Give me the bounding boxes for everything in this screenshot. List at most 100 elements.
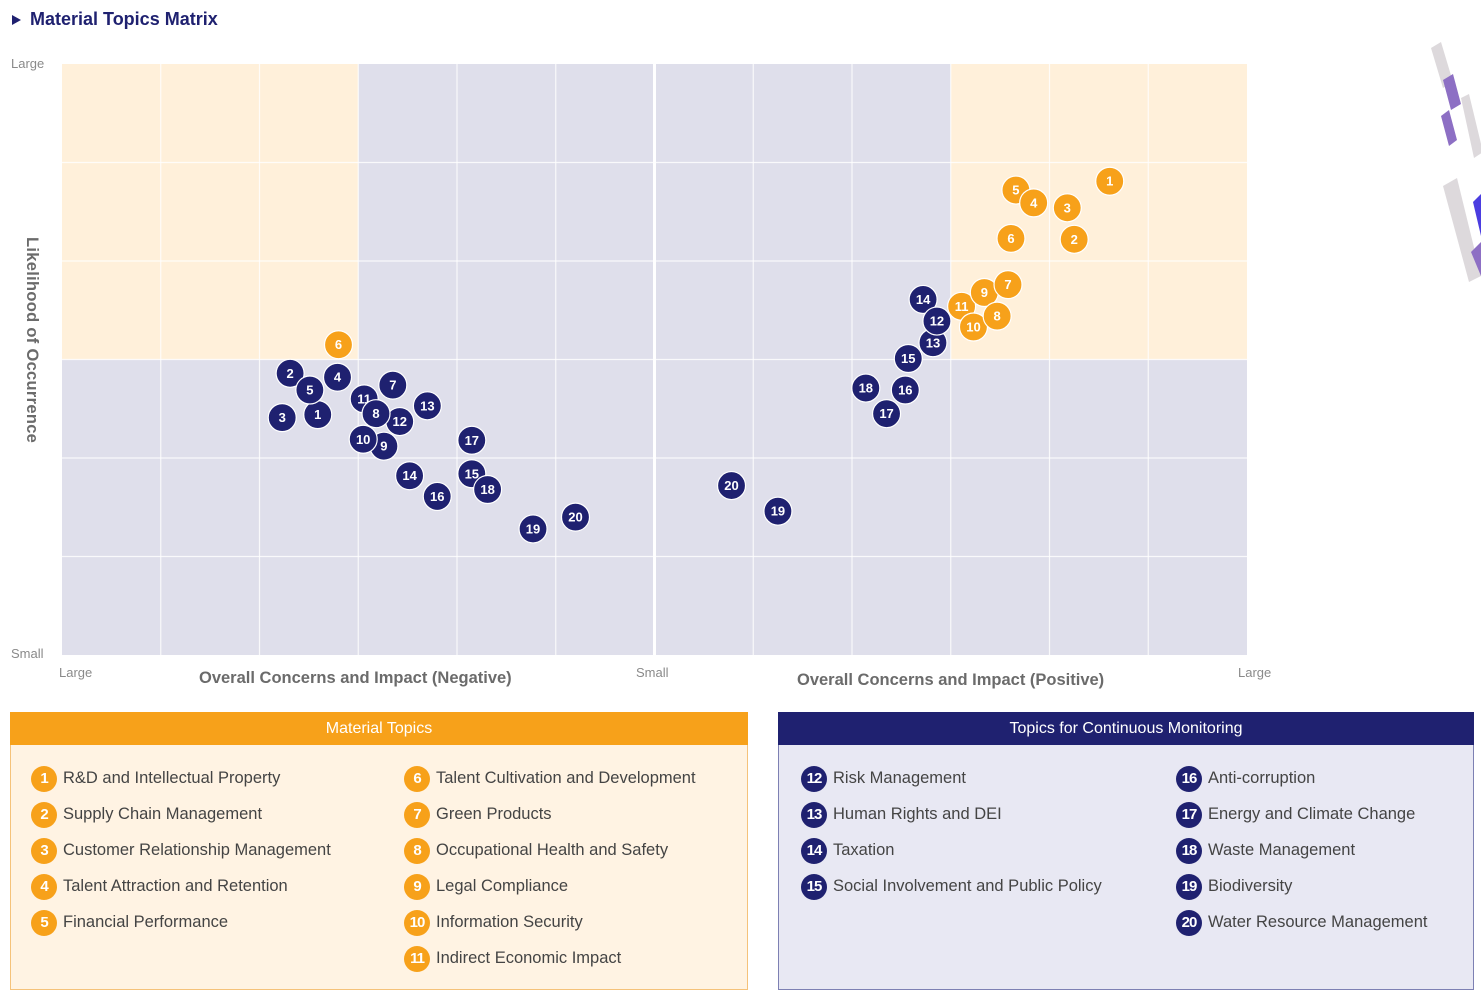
topic-point-marker [267, 403, 297, 433]
topic-point-label: 10 [966, 319, 980, 334]
x-tick-left-large: Large [59, 665, 93, 680]
topic-point-12: 12 [385, 406, 415, 437]
deco-stripe [1443, 74, 1461, 110]
topic-point-10: 10 [348, 424, 378, 454]
legend-item: 4 Talent Attraction and Retention [31, 873, 331, 900]
topic-point-16: 16 [890, 375, 920, 405]
topic-point-label: 14 [402, 468, 417, 483]
topic-number-badge: 8 [404, 837, 430, 864]
topic-point-1: 1 [303, 400, 333, 430]
topic-point-label: 3 [279, 410, 286, 425]
legend-item: 12 Risk Management [801, 765, 1102, 792]
y-axis-title: Likelihood of Occurrence [23, 237, 41, 444]
legend-item: 11 Indirect Economic Impact [404, 945, 696, 972]
topic-point-label: 6 [1007, 231, 1014, 246]
topic-label: Risk Management [833, 769, 966, 787]
topic-point-label: 14 [916, 292, 931, 307]
x-tick-center-small: Small [636, 665, 669, 680]
topic-point-label: 12 [392, 414, 406, 429]
legend-item: 18 Waste Management [1176, 837, 1428, 864]
topic-label: Energy and Climate Change [1208, 805, 1416, 823]
topic-point-17: 17 [871, 399, 902, 429]
topic-point-7: 7 [378, 370, 408, 400]
topic-label: Human Rights and DEI [833, 805, 1002, 823]
topic-point-6: 6 [323, 330, 354, 360]
topic-number-badge: 9 [404, 873, 430, 900]
topic-label: Taxation [833, 841, 895, 859]
topic-point-3: 3 [267, 403, 297, 433]
monitoring-topics-column-1: 12 Risk Management 13 Human Rights and DEI 1… [801, 765, 1102, 900]
legend-item: 3 Customer Relationship Management [31, 837, 331, 864]
topic-point-16: 16 [422, 481, 452, 512]
topic-point-8: 8 [361, 399, 391, 429]
legend-item: 7 Green Products [404, 801, 696, 828]
topic-point-label: 19 [771, 504, 785, 519]
topic-point-17: 17 [457, 425, 487, 455]
topic-point-label: 6 [335, 337, 342, 352]
topic-point-marker [1095, 166, 1125, 196]
topic-number-badge: 10 [404, 909, 430, 936]
topic-number-badge: 11 [404, 945, 430, 972]
topic-point-4: 4 [1019, 188, 1049, 218]
topic-point-label: 7 [1004, 277, 1011, 292]
topic-label: R&D and Intellectual Property [63, 769, 281, 787]
topic-point-label: 16 [430, 489, 444, 504]
topic-number-badge: 18 [1176, 837, 1202, 864]
topic-number-badge: 4 [31, 873, 57, 900]
deco-stripe [1461, 94, 1481, 158]
material-topics-panel: Material Topics 1 R&D and Intellectual Pr… [10, 712, 748, 990]
topic-number-badge: 6 [404, 765, 430, 792]
topic-point-label: 19 [526, 521, 540, 536]
topic-point-18: 18 [473, 474, 503, 505]
topic-point-5: 5 [295, 375, 325, 405]
page-title[interactable]: Material Topics Matrix [12, 9, 218, 30]
legend-item: 1 R&D and Intellectual Property [31, 765, 331, 792]
topic-point-19: 19 [763, 496, 793, 526]
topic-point-label: 18 [480, 482, 494, 497]
topic-point-12: 12 [922, 306, 952, 336]
topic-point-20: 20 [560, 502, 591, 532]
topic-label: Green Products [436, 805, 552, 823]
y-tick-small: Small [11, 646, 44, 661]
legend-item: 6 Talent Cultivation and Development [404, 765, 696, 792]
legend-item: 5 Financial Performance [31, 909, 331, 936]
topic-number-badge: 19 [1176, 873, 1202, 900]
topic-point-4: 4 [322, 362, 353, 392]
topic-point-label: 5 [1012, 183, 1019, 198]
topic-number-badge: 3 [31, 837, 57, 864]
topic-number-badge: 1 [31, 765, 57, 792]
topic-number-badge: 13 [801, 801, 827, 828]
monitoring-topics-header: Topics for Continuous Monitoring [778, 712, 1474, 745]
topic-point-14: 14 [395, 461, 425, 491]
topic-point-marker [890, 375, 920, 405]
legend-item: 14 Taxation [801, 837, 1102, 864]
topic-point-marker [378, 370, 408, 400]
topic-point-marker [908, 284, 938, 315]
topic-point-label: 17 [879, 406, 893, 421]
legend-item: 19 Biodiversity [1176, 873, 1428, 900]
topic-point-marker [348, 424, 378, 454]
topic-point-14: 14 [908, 284, 938, 315]
topic-point-19: 19 [518, 514, 548, 544]
topic-point-label: 2 [1071, 232, 1078, 247]
topic-point-label: 4 [334, 370, 342, 385]
topic-point-label: 8 [372, 406, 379, 421]
topic-point-label: 15 [901, 351, 915, 366]
topic-point-15: 15 [893, 343, 923, 374]
x-axis-title-positive: Overall Concerns and Impact (Positive) [797, 671, 1105, 689]
topic-point-marker [275, 358, 305, 388]
legend-item: 15 Social Involvement and Public Policy [801, 873, 1102, 900]
topic-label: Financial Performance [63, 913, 229, 931]
deco-stripe [1431, 42, 1453, 88]
topic-point-label: 2 [286, 366, 293, 381]
topic-point-label: 3 [1064, 200, 1071, 215]
material-topics-header: Material Topics [10, 712, 748, 745]
topic-point-label: 18 [859, 381, 873, 396]
topic-point-label: 16 [898, 383, 912, 398]
topic-point-label: 8 [994, 309, 1001, 324]
topic-point-marker [412, 391, 442, 421]
topic-number-badge: 2 [31, 801, 57, 828]
topic-point-8: 8 [982, 301, 1012, 331]
topic-number-badge: 12 [801, 765, 827, 792]
legend-item: 10 Information Security [404, 909, 696, 936]
